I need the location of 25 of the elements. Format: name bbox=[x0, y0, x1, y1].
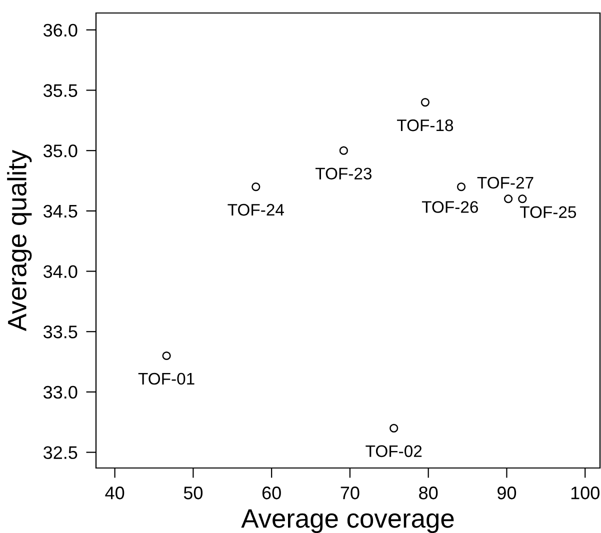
x-tick-label: 100 bbox=[571, 486, 600, 500]
annotation: TOF-27 bbox=[477, 176, 534, 189]
y-tick-label: 35.0 bbox=[43, 144, 78, 158]
y-tick-label: 35.5 bbox=[43, 84, 78, 97]
y-tick-label: 34.0 bbox=[43, 265, 78, 278]
x-tick-label: 60 bbox=[262, 486, 281, 500]
annotation: TOF-01 bbox=[138, 372, 194, 385]
annotation: TOF-23 bbox=[316, 168, 372, 180]
x-axis-title: Average coverage bbox=[241, 509, 454, 533]
y-tick-label: 33.0 bbox=[43, 386, 78, 399]
x-tick-label: 40 bbox=[105, 486, 124, 500]
annotation: TOF-18 bbox=[397, 119, 454, 132]
y-axis-title: Average quality bbox=[7, 150, 32, 332]
x-tick-label: 70 bbox=[340, 486, 360, 500]
y-tick-label: 34.5 bbox=[43, 204, 78, 218]
y-tick-label: 36.0 bbox=[43, 24, 78, 37]
annotation: TOF-02 bbox=[366, 445, 422, 458]
y-tick-label: 32.5 bbox=[43, 446, 78, 460]
annotation: TOF-25 bbox=[520, 206, 576, 218]
x-tick-label: 90 bbox=[498, 486, 516, 500]
x-tick-label: 80 bbox=[419, 486, 438, 500]
x-tick-label: 50 bbox=[184, 486, 203, 500]
annotation: TOF-26 bbox=[422, 201, 478, 213]
annotation: TOF-24 bbox=[228, 204, 284, 216]
y-tick-label: 33.5 bbox=[43, 326, 78, 338]
